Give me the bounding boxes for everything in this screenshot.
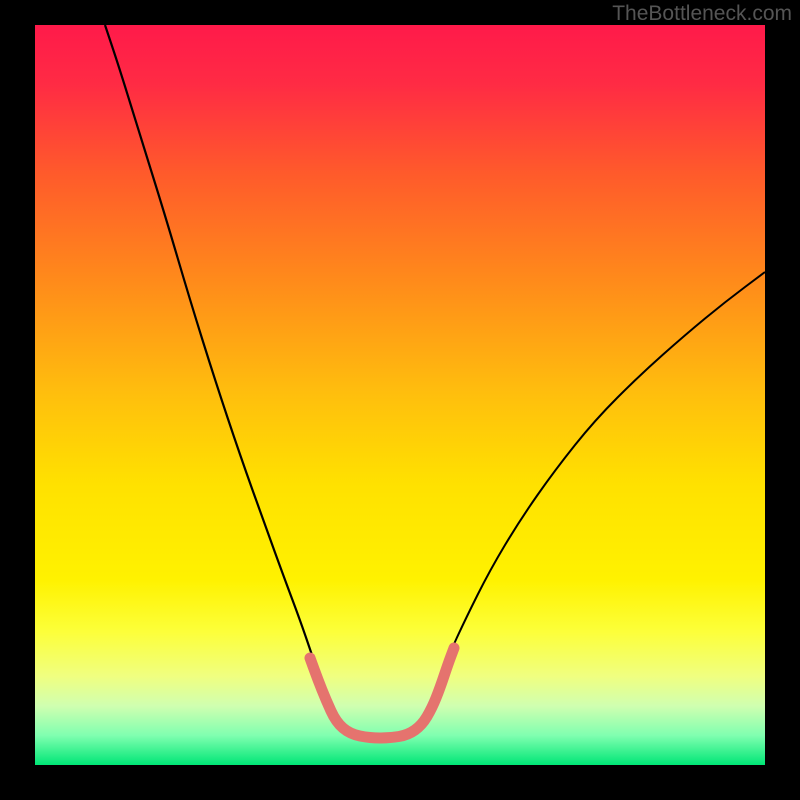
- bottleneck-chart: [0, 0, 800, 800]
- watermark-text: TheBottleneck.com: [612, 2, 792, 26]
- plot-background: [35, 25, 765, 765]
